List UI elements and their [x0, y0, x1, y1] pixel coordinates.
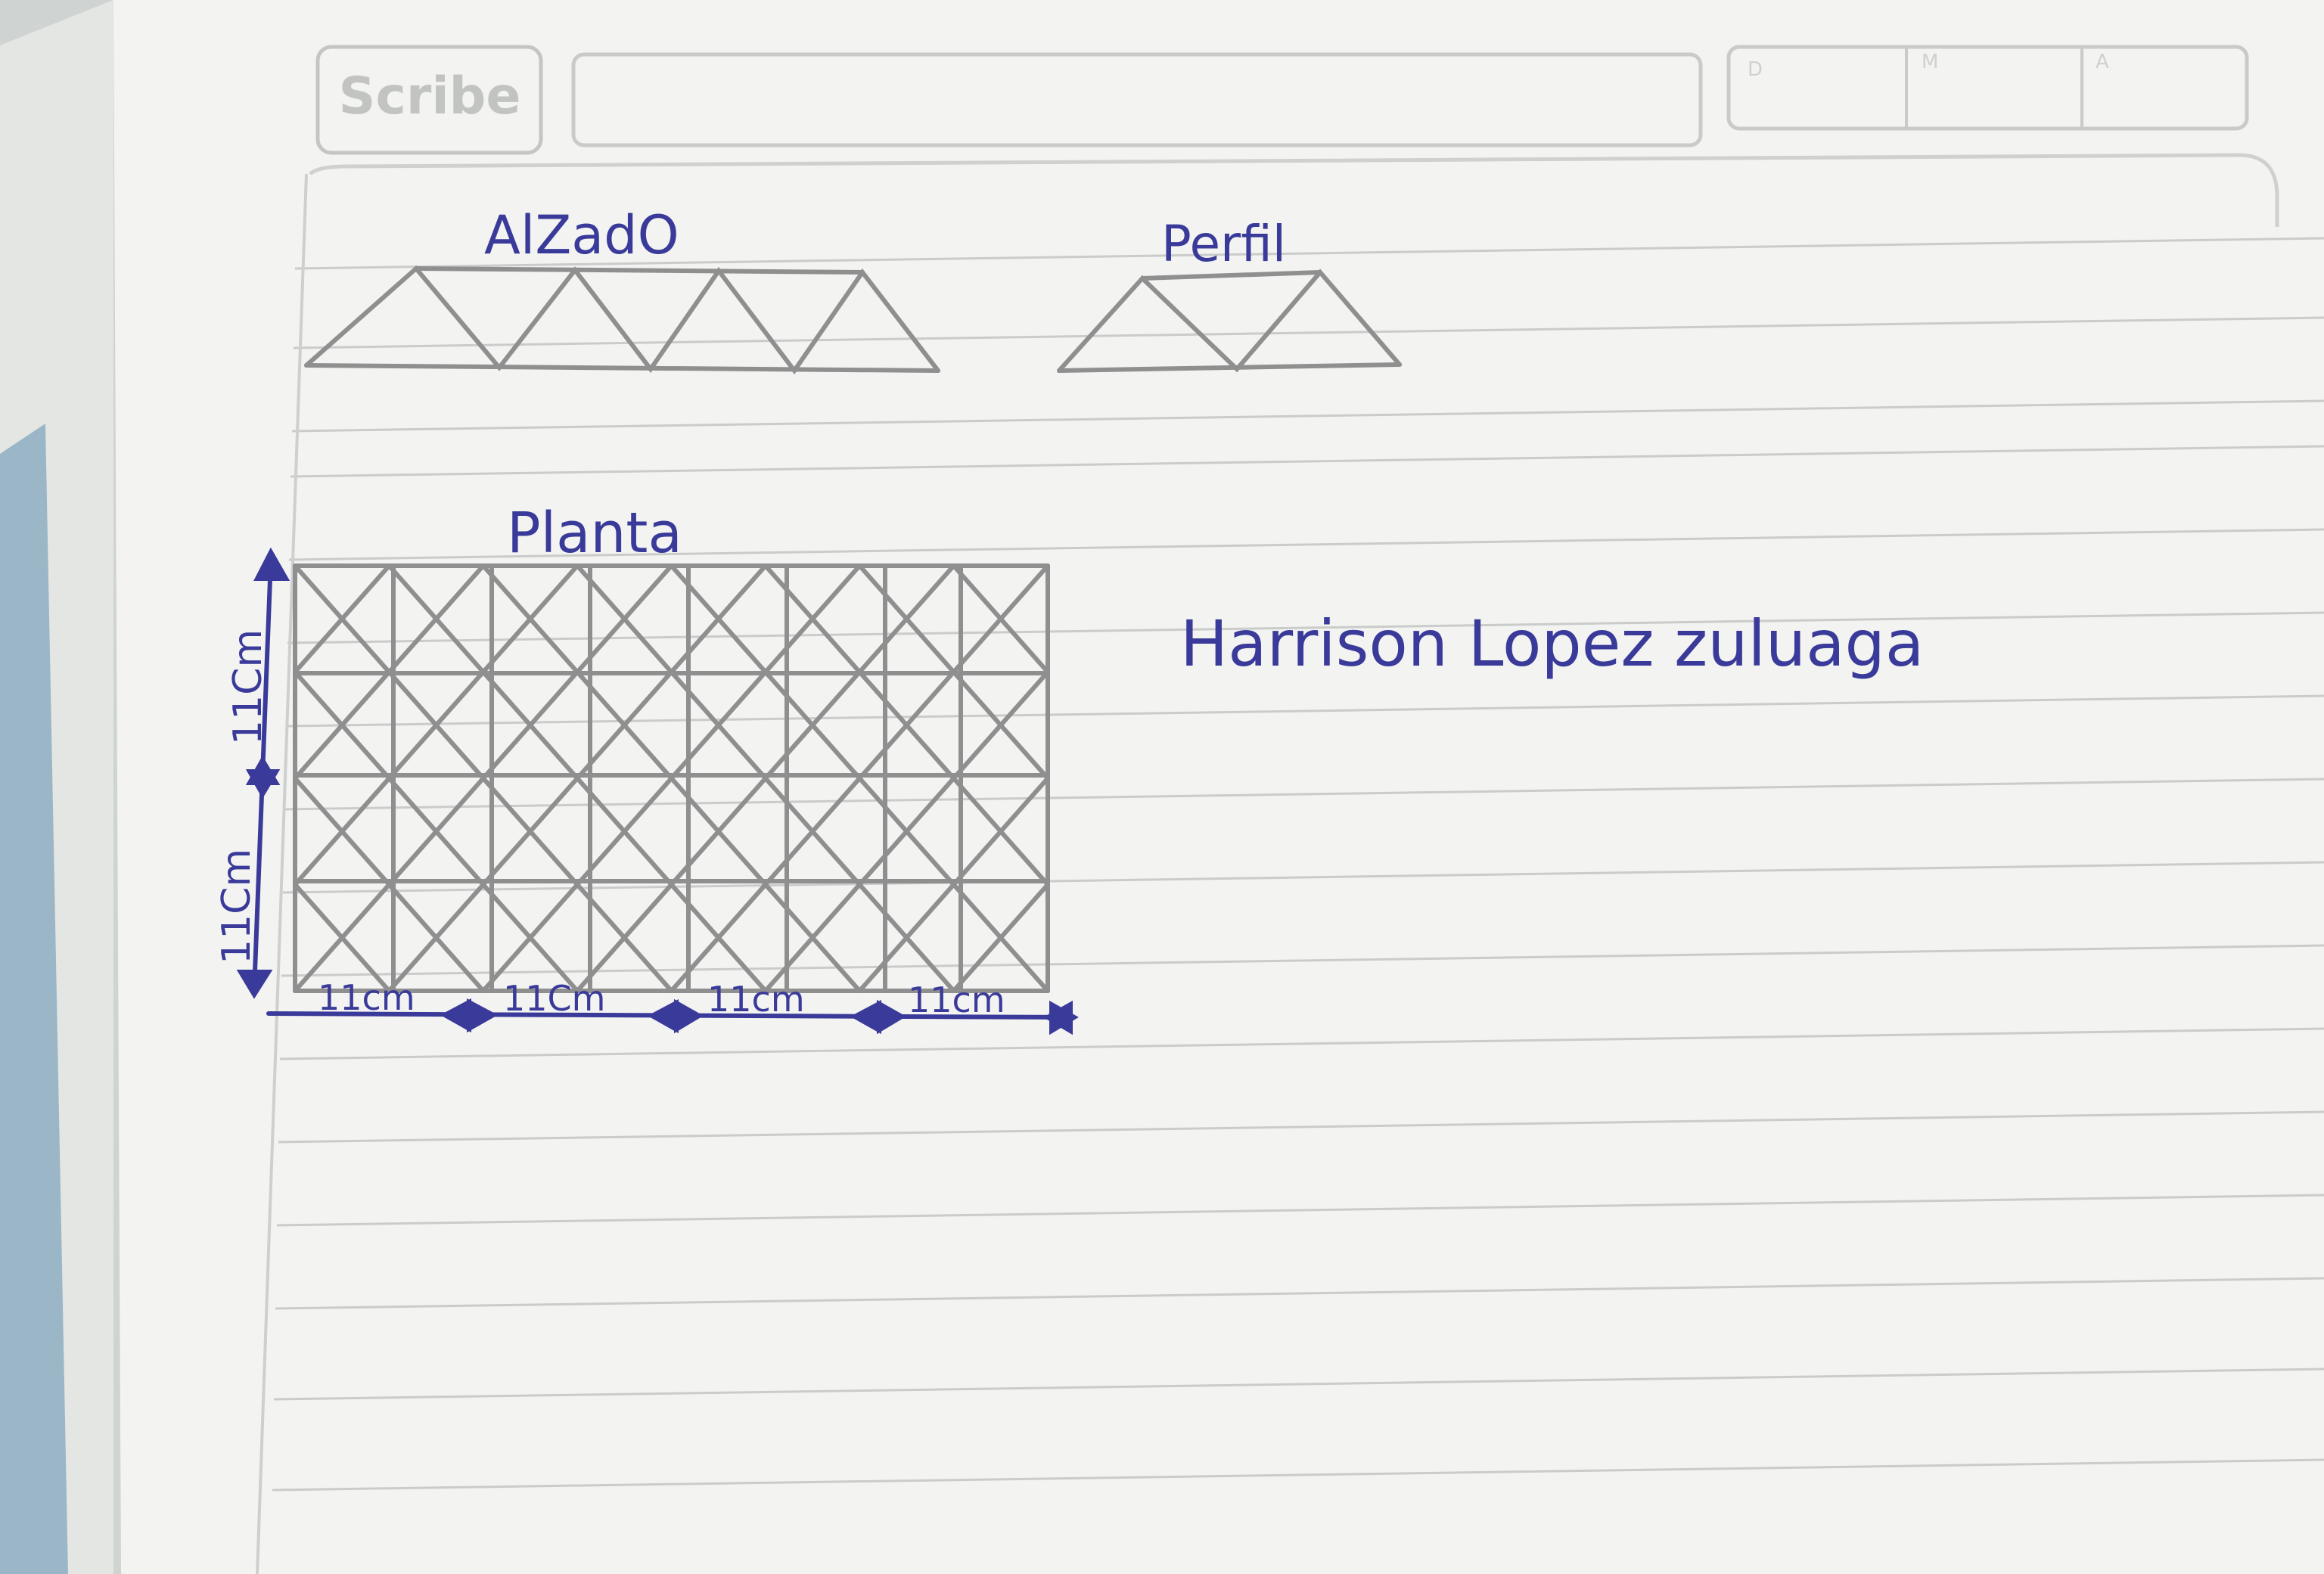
dim-label-horizontal-3: 11cm [707, 979, 805, 1020]
brand-box [315, 45, 543, 155]
plan-diamond-edge [951, 669, 1050, 781]
dim-arrow-top [253, 547, 290, 581]
ruled-line [273, 1368, 2324, 1401]
ruled-line [281, 944, 2324, 977]
ruled-line [278, 1110, 2324, 1144]
brand-logo: Scribe [339, 67, 521, 126]
plan-diagonal [293, 776, 486, 993]
ruled-line [291, 399, 2324, 433]
ruled-line [284, 778, 2324, 811]
ruled-line [294, 237, 2324, 270]
plan-diagonal [480, 563, 674, 781]
dim-label-vertical-bottom: 11Cm [214, 849, 259, 964]
plan-diamond-edge [575, 776, 674, 887]
plan-diamond-edge [293, 563, 392, 675]
writing-area-frame [309, 153, 2279, 227]
date-day-label: D [1748, 58, 1763, 81]
blue-cover-edge [0, 424, 68, 1574]
truss-top-chord [414, 266, 865, 275]
ruled-lines [256, 173, 2324, 1574]
ruled-line [288, 528, 2324, 561]
plan-diamond-edge [951, 882, 1050, 993]
ruled-line [279, 1027, 2324, 1060]
dimension-lines [236, 547, 1079, 1035]
ruled-line [287, 611, 2324, 644]
dim-label-horizontal-4: 11cm [908, 979, 1005, 1020]
plan-diamond-edge [293, 669, 392, 781]
plan-diamond-edge [763, 882, 862, 993]
ruled-line [282, 861, 2324, 894]
elevation-title: AlZadO [484, 204, 679, 266]
ruled-line [290, 445, 2324, 478]
plan-diamond-edge [857, 882, 956, 993]
plan-diamond-edge [857, 563, 956, 675]
notebook-page [113, 0, 2324, 1574]
ruled-line [276, 1194, 2324, 1227]
plan-diagonal [293, 563, 486, 781]
plan-diagonal [669, 776, 862, 993]
plan-diamond-edge [480, 563, 580, 675]
date-year-label: A [2096, 51, 2109, 73]
profile-truss [1057, 269, 1402, 373]
plan-title: Planta [507, 501, 682, 566]
plan-diagonal [669, 563, 862, 781]
dim-label-horizontal-1: 11cm [318, 977, 415, 1018]
plan-diamond-edge [387, 669, 486, 781]
plan-diamond-edge [387, 563, 486, 675]
plan-diagonal [857, 563, 1050, 781]
plan-diamond-edge [951, 563, 1050, 675]
plan-diamond-edge [575, 563, 674, 675]
plan-diamond-edge [857, 776, 956, 887]
date-box [1726, 45, 2249, 131]
plan-diamond-edge [575, 669, 674, 781]
truss-web [304, 265, 940, 375]
title-box [571, 52, 1703, 147]
page-margin-line [256, 173, 308, 1574]
plan-diamond-edge [857, 669, 956, 781]
dim-label-horizontal-2: 11Cm [503, 978, 605, 1019]
truss-bottom-chord [304, 363, 940, 373]
elevation-truss [304, 265, 940, 375]
plan-diamond-edge [480, 669, 580, 781]
dim-arrow-bottom [236, 970, 273, 999]
plan-diamond-edge [669, 882, 768, 993]
ruled-line [275, 1277, 2324, 1310]
plan-diamond-edge [669, 669, 768, 781]
profile-title: Perfil [1161, 215, 1286, 273]
plan-diamond-edge [480, 776, 580, 887]
plan-diagonal [480, 776, 674, 993]
plan-diamond-edge [387, 882, 486, 993]
plan-diamond-edge [763, 669, 862, 781]
plan-diamond-edge [763, 563, 862, 675]
ruled-line [272, 1458, 2324, 1492]
profile-bottom-chord [1057, 362, 1402, 373]
plan-diamond-edge [951, 776, 1050, 887]
plan-diamond-edge [387, 776, 486, 887]
dim-label-vertical-top: 11Cm [225, 629, 271, 745]
profile-web [1057, 269, 1402, 373]
plan-diagonal [857, 776, 1050, 993]
plan-diamond-edge [293, 776, 392, 887]
plan-diamond-edge [763, 776, 862, 887]
plan-diamond-edge [293, 882, 392, 993]
plan-diamond-edge [669, 563, 768, 675]
date-month-label: M [1922, 51, 1938, 73]
plan-diamond-edge [480, 882, 580, 993]
plan-diamond-edge [669, 776, 768, 887]
plan-diamond-edge [575, 882, 674, 993]
profile-top-chord [1140, 270, 1322, 281]
plan-truss-grid [293, 563, 1050, 993]
author-name: Harrison Lopez zuluaga [1180, 607, 1924, 681]
page-header: Scribe D M A [315, 45, 2249, 155]
